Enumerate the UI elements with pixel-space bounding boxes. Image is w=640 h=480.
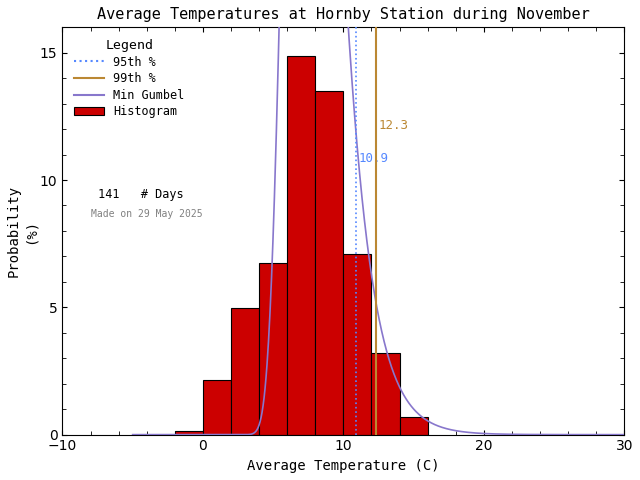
Text: 12.3: 12.3 — [378, 119, 408, 132]
Text: Made on 29 May 2025: Made on 29 May 2025 — [90, 209, 202, 219]
Text: 141   # Days: 141 # Days — [90, 188, 183, 202]
Bar — [343, 254, 371, 434]
X-axis label: Average Temperature (C): Average Temperature (C) — [247, 459, 440, 473]
Bar — [287, 56, 316, 434]
Title: Average Temperatures at Hornby Station during November: Average Temperatures at Hornby Station d… — [97, 7, 589, 22]
Text: 10.9: 10.9 — [359, 152, 389, 165]
Bar — [316, 91, 343, 434]
Y-axis label: Probability
(%): Probability (%) — [7, 185, 37, 277]
Bar — [175, 431, 203, 434]
Bar — [203, 381, 231, 434]
Bar — [231, 308, 259, 434]
Bar — [371, 353, 399, 434]
Bar — [399, 417, 428, 434]
Bar — [259, 263, 287, 434]
Legend: 95th %, 99th %, Min Gumbel, Histogram: 95th %, 99th %, Min Gumbel, Histogram — [68, 33, 190, 124]
